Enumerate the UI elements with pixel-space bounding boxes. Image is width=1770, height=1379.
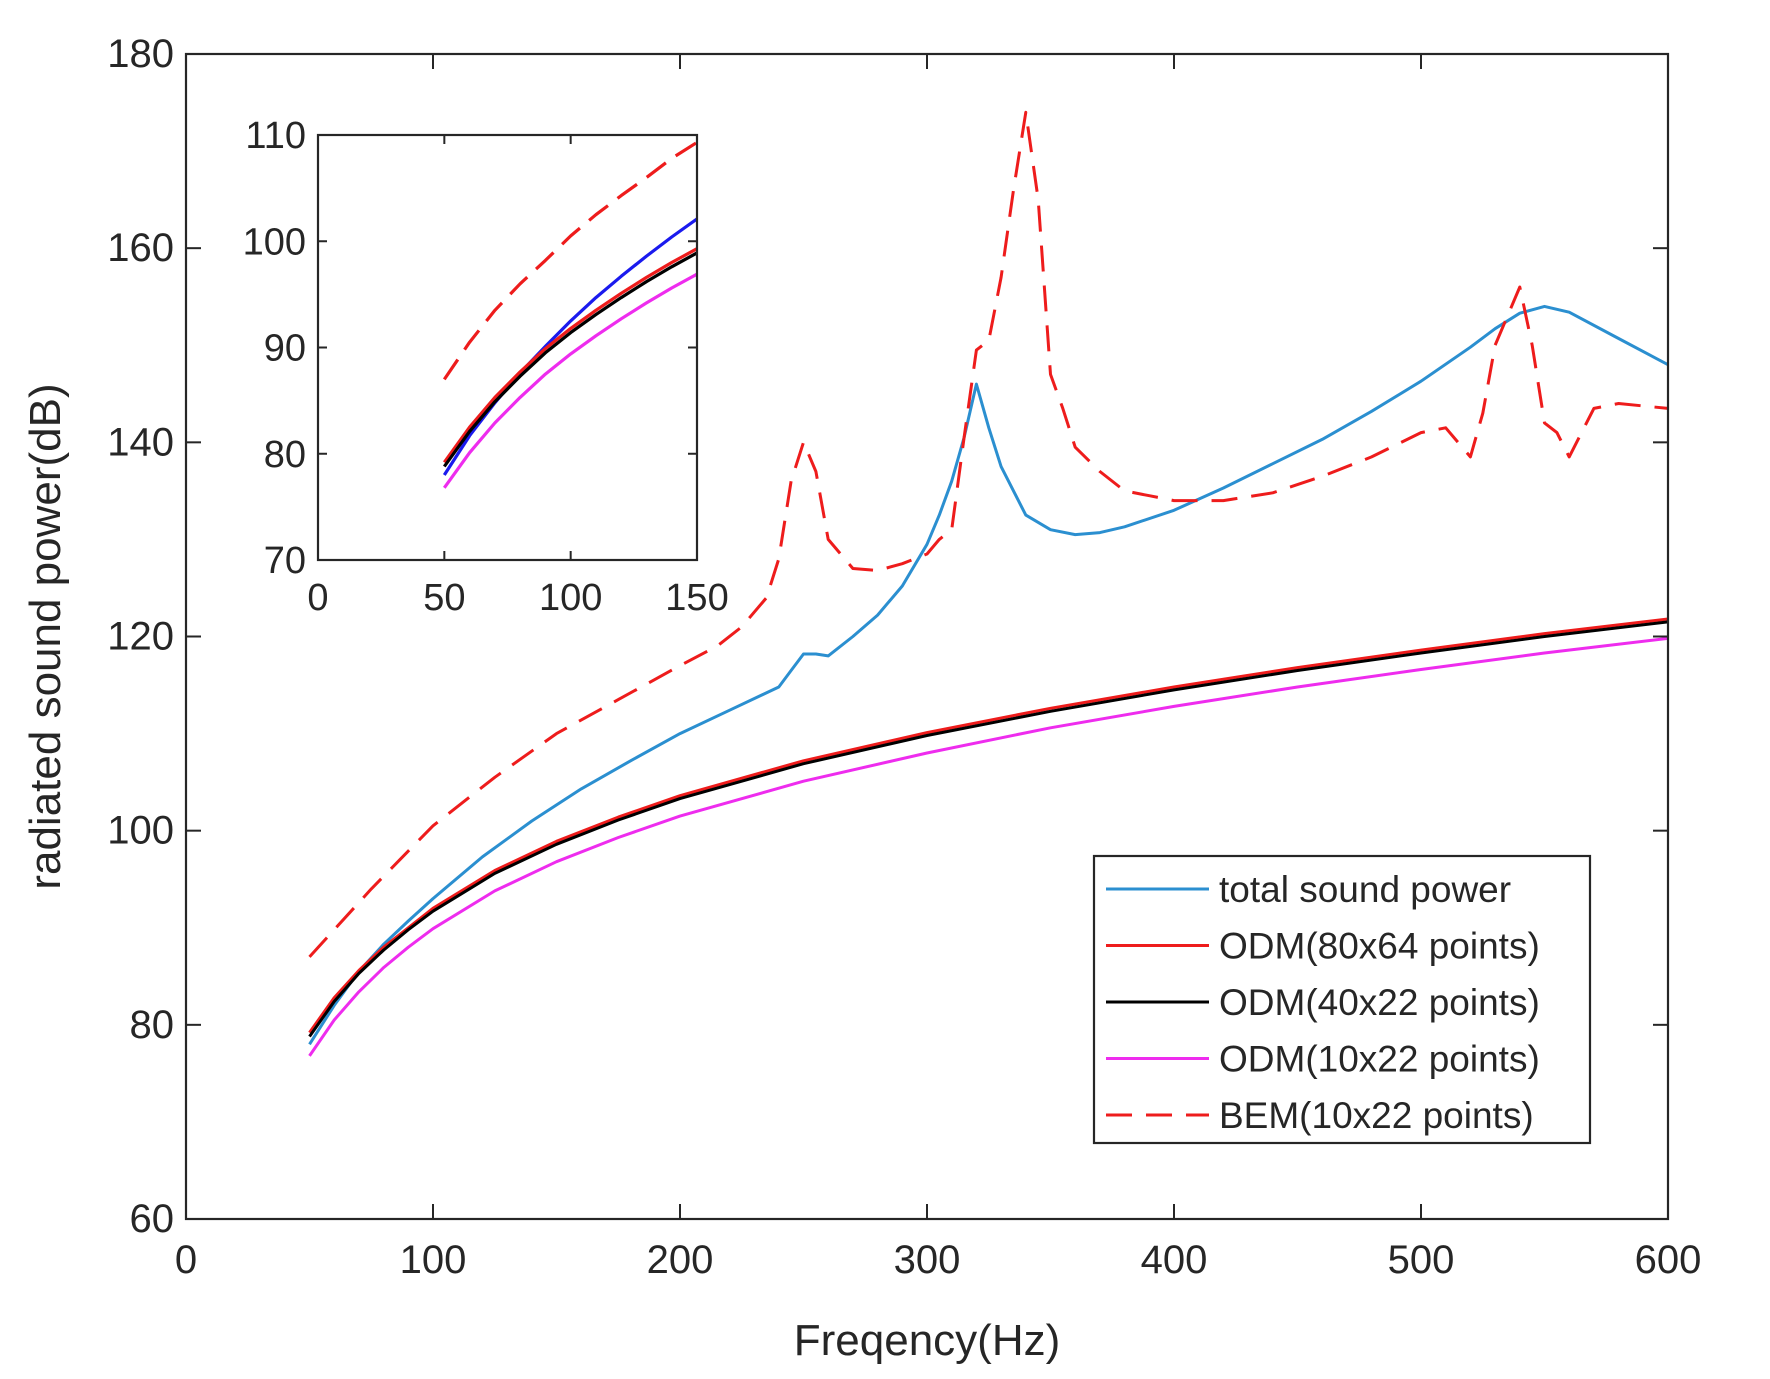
legend-label-1: ODM(80x64 points) bbox=[1219, 926, 1540, 967]
inset-y-tick-label: 70 bbox=[264, 540, 306, 582]
inset-plot-background bbox=[318, 135, 697, 560]
main-y-tick-label: 60 bbox=[130, 1197, 175, 1241]
legend-label-2: ODM(40x22 points) bbox=[1219, 982, 1540, 1023]
main-series-line-1 bbox=[308, 617, 1668, 1034]
main-y-tick-label: 140 bbox=[107, 420, 174, 464]
legend-label-0: total sound power bbox=[1219, 869, 1511, 910]
x-axis-title: Freqency(Hz) bbox=[794, 1316, 1061, 1365]
inset-x-tick-label: 150 bbox=[665, 577, 728, 619]
main-x-tick-label: 300 bbox=[894, 1238, 961, 1282]
main-series-line-2 bbox=[308, 620, 1668, 1038]
inset-x-tick-label: 50 bbox=[423, 577, 465, 619]
inset-series-group bbox=[442, 141, 697, 489]
main-y-tick-label: 80 bbox=[130, 1003, 175, 1047]
main-y-tick-label: 180 bbox=[107, 32, 174, 76]
main-y-tick-label: 160 bbox=[107, 226, 174, 270]
inset-series-line-3 bbox=[443, 251, 697, 468]
inset-y-tick-label: 80 bbox=[264, 434, 306, 476]
inset-plot: 0 50 100 150 70 80 90 100 110 bbox=[243, 115, 729, 619]
legend: total sound power ODM(80x64 points) ODM(40… bbox=[1092, 854, 1592, 1145]
main-x-tick-label: 500 bbox=[1388, 1238, 1455, 1282]
inset-y-tick-label: 110 bbox=[245, 115, 306, 157]
main-y-tick-label: 100 bbox=[107, 809, 174, 853]
y-axis-title: radiated sound power(dB) bbox=[21, 383, 70, 889]
legend-label-4: BEM(10x22 points) bbox=[1219, 1095, 1534, 1136]
main-x-tick-label: 600 bbox=[1635, 1238, 1702, 1282]
inset-y-tick-label: 100 bbox=[243, 221, 306, 263]
main-series-line-3 bbox=[308, 636, 1668, 1057]
inset-x-tick-label: 0 bbox=[307, 577, 328, 619]
main-x-tick-label: 100 bbox=[400, 1238, 467, 1282]
main-series-line-4 bbox=[308, 110, 1668, 958]
inset-series-line-2 bbox=[443, 247, 697, 464]
inset-y-tick-label: 90 bbox=[264, 328, 306, 370]
main-x-tick-label: 400 bbox=[1141, 1238, 1208, 1282]
legend-box bbox=[1092, 854, 1592, 1145]
legend-label-3: ODM(10x22 points) bbox=[1219, 1039, 1540, 1080]
main-y-tick-label: 120 bbox=[107, 615, 174, 659]
inset-series-line-0 bbox=[442, 141, 697, 381]
inset-series-line-4 bbox=[443, 272, 697, 489]
main-series-group bbox=[308, 110, 1668, 1057]
main-series-line-0 bbox=[308, 304, 1668, 1046]
main-x-tick-label: 200 bbox=[647, 1238, 714, 1282]
main-x-tick-label: 0 bbox=[175, 1238, 197, 1282]
inset-x-tick-label: 100 bbox=[539, 577, 602, 619]
